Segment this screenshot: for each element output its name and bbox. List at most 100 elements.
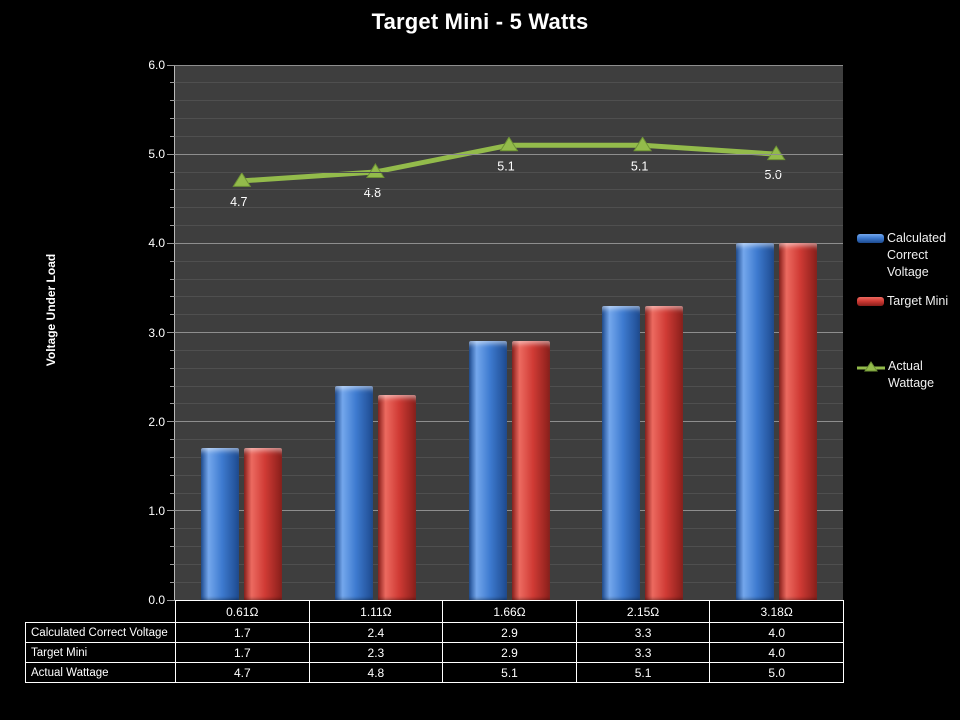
minor-gridline	[175, 349, 843, 351]
table-row-label: Actual Wattage	[25, 662, 176, 683]
y-axis-tick	[170, 349, 175, 351]
table-value-cell: 2.9	[442, 622, 577, 643]
y-tick-label: 6.0	[148, 58, 165, 72]
legend-bar-swatch-icon	[857, 234, 884, 243]
minor-gridline	[175, 207, 843, 209]
wattage-marker	[232, 171, 252, 187]
y-axis-tick	[170, 189, 175, 191]
major-gridline	[175, 332, 843, 333]
legend-line-swatch-icon	[857, 360, 885, 379]
bar-calculated-correct-voltage	[602, 305, 641, 600]
legend-item: Calculated Correct Voltage	[857, 230, 957, 281]
bar-calculated-correct-voltage	[201, 448, 240, 600]
table-category-header: 1.11Ω	[308, 600, 444, 623]
minor-gridline	[175, 118, 843, 119]
y-axis-tick	[170, 439, 175, 440]
minor-gridline	[175, 367, 843, 369]
minor-gridline	[175, 225, 843, 226]
legend-label: Target Mini	[887, 294, 949, 308]
major-gridline	[175, 64, 843, 66]
y-axis-tick	[170, 118, 175, 119]
table-value-cell: 1.7	[175, 622, 310, 643]
minor-gridline	[175, 456, 843, 458]
table-value-cell: 3.3	[575, 642, 711, 663]
minor-gridline	[175, 528, 843, 530]
y-axis-tick	[170, 171, 175, 173]
y-axis-tick	[170, 385, 175, 387]
y-axis-tick	[170, 528, 175, 530]
bar-calculated-correct-voltage	[735, 243, 774, 600]
y-axis-tick	[170, 403, 175, 405]
table-category-header: 3.18Ω	[709, 600, 844, 623]
wattage-line	[241, 142, 777, 184]
y-axis-tick	[167, 421, 175, 423]
legend-label: Actual Wattage	[888, 359, 935, 390]
major-gridline	[175, 242, 843, 244]
wattage-data-label: 5.0	[765, 168, 782, 182]
bar-target-mini	[778, 243, 817, 600]
minor-gridline	[175, 278, 843, 280]
y-axis-tick	[167, 510, 175, 512]
minor-gridline	[175, 100, 843, 102]
wattage-data-label: 4.8	[364, 186, 381, 200]
table-value-cell: 5.1	[442, 662, 577, 683]
data-table: 0.61Ω 1.11Ω 1.66Ω 2.15Ω 3.18Ω Calculated Corr…	[25, 600, 844, 683]
table-row-label: Target Mini	[25, 642, 176, 663]
table-category-header: 1.66Ω	[442, 600, 577, 623]
y-axis-tick	[170, 100, 175, 102]
minor-gridline	[175, 439, 843, 440]
y-axis-tick	[170, 135, 175, 137]
y-axis-tick	[170, 581, 175, 583]
minor-gridline	[175, 563, 843, 565]
table-value-cell: 3.3	[575, 622, 711, 643]
minor-gridline	[175, 189, 843, 191]
minor-gridline	[175, 403, 843, 405]
y-axis-tick	[170, 474, 175, 476]
y-axis-tick	[170, 546, 175, 547]
y-tick-label: 3.0	[148, 325, 165, 340]
y-axis-tick	[167, 64, 175, 66]
y-axis-tick	[167, 332, 175, 333]
y-axis-tick	[170, 563, 175, 565]
legend-bar-swatch-icon	[857, 297, 884, 306]
legend: Calculated Correct Voltage Target Mini Ac…	[857, 230, 957, 392]
y-axis-title: Voltage Under Load	[44, 253, 58, 367]
table-value-cell: 2.3	[308, 642, 444, 663]
y-axis-tick	[170, 456, 175, 458]
y-axis-tick	[167, 599, 175, 601]
minor-gridline	[175, 492, 843, 494]
minor-gridline	[175, 546, 843, 547]
table-category-header: 0.61Ω	[175, 600, 310, 623]
table-value-cell: 2.4	[308, 622, 444, 643]
minor-gridline	[175, 82, 843, 84]
y-axis-tick	[170, 278, 175, 280]
table-row: Actual Wattage 4.7 4.8 5.1 5.1 5.0	[25, 662, 844, 683]
minor-gridline	[175, 581, 843, 583]
minor-gridline	[175, 314, 843, 316]
y-axis-tick	[170, 82, 175, 84]
major-gridline	[175, 153, 843, 155]
y-tick-label: 4.0	[148, 236, 165, 251]
table-value-cell: 2.9	[442, 642, 577, 663]
y-tick-label: 2.0	[148, 414, 165, 429]
table-value-cell: 5.1	[575, 662, 711, 683]
table-value-cell: 5.0	[709, 662, 844, 683]
bar-calculated-correct-voltage	[468, 341, 507, 600]
bar-target-mini	[511, 341, 550, 600]
table-row: Target Mini 1.7 2.3 2.9 3.3 4.0	[25, 642, 844, 663]
table-value-cell: 4.8	[308, 662, 444, 683]
wattage-marker	[499, 136, 519, 152]
major-gridline	[175, 421, 843, 423]
table-row-label: Calculated Correct Voltage	[25, 622, 176, 643]
bar-target-mini	[377, 394, 416, 600]
wattage-marker	[633, 136, 653, 152]
minor-gridline	[175, 260, 843, 262]
minor-gridline	[175, 135, 843, 137]
table-value-cell: 4.0	[709, 622, 844, 643]
minor-gridline	[175, 171, 843, 173]
minor-gridline	[175, 385, 843, 387]
y-axis-tick	[167, 242, 175, 244]
y-axis-tick	[167, 153, 175, 155]
legend-item: Target Mini	[857, 293, 957, 310]
